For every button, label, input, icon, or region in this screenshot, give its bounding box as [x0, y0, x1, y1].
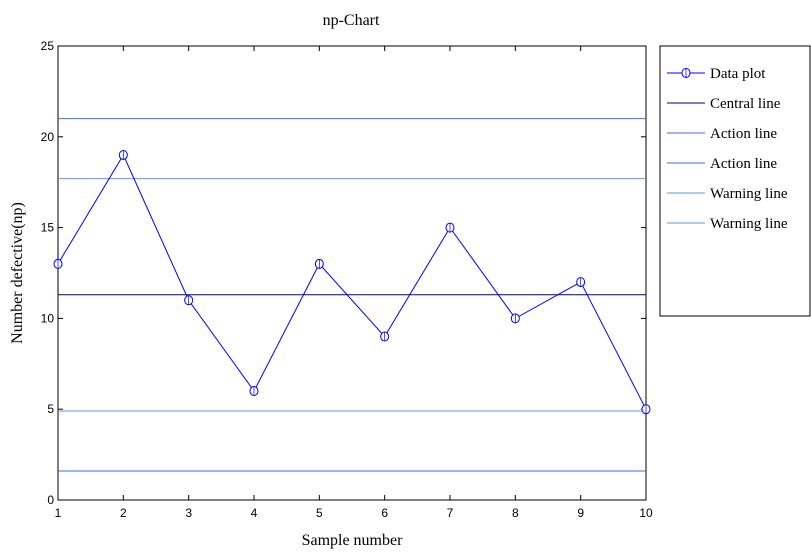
legend: Data plot Central line Action line Action l…: [659, 45, 811, 317]
chart-title: np-Chart: [323, 12, 380, 29]
axis-ticks: 1 2 3 4 5 6 7 8 9 10 0 5 10 15 20 25: [41, 39, 653, 520]
x-tick-label: 1: [55, 506, 62, 520]
x-tick-label: 8: [512, 506, 519, 520]
reference-lines: [58, 118, 646, 472]
legend-box: [659, 45, 811, 317]
legend-label: Warning line: [710, 186, 788, 202]
y-tick-label: 0: [47, 493, 54, 507]
y-tick-label: 15: [41, 221, 55, 235]
legend-label: Central line: [710, 96, 781, 112]
x-tick-label: 3: [185, 506, 192, 520]
legend-label: Warning line: [710, 216, 788, 232]
y-tick-label: 25: [41, 39, 55, 53]
data-plot-line: [57, 153, 647, 410]
x-tick-label: 9: [577, 506, 584, 520]
data-series: [53, 149, 651, 415]
x-tick-label: 2: [120, 506, 127, 520]
y-tick-label: 20: [41, 130, 55, 144]
x-tick-label: 5: [316, 506, 323, 520]
legend-label: Action line: [710, 126, 777, 142]
y-tick-label: 5: [47, 402, 54, 416]
x-tick-label: 7: [447, 506, 454, 520]
x-axis-label: Sample number: [302, 532, 404, 549]
y-axis-label: Number defective(np): [9, 202, 26, 344]
x-tick-label: 4: [251, 506, 258, 520]
plot-area: [57, 45, 647, 501]
x-tick-label: 10: [639, 506, 653, 520]
legend-label: Data plot: [710, 66, 766, 82]
x-tick-label: 6: [381, 506, 388, 520]
y-tick-label: 10: [41, 311, 55, 325]
legend-label: Action line: [710, 156, 777, 172]
